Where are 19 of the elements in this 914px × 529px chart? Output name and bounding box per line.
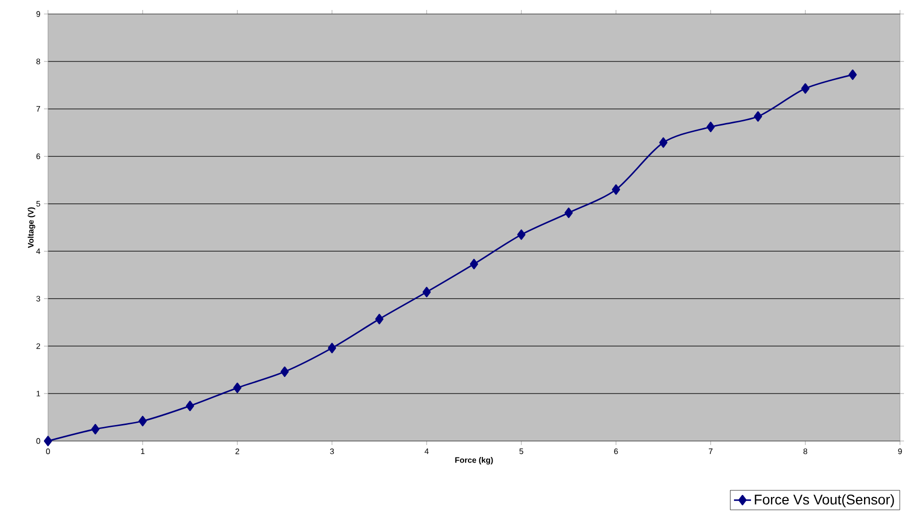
point (280, 366, 289, 377)
point (659, 137, 668, 148)
point (470, 258, 478, 270)
point (44, 436, 52, 446)
point (186, 400, 194, 412)
point (375, 314, 384, 324)
legend-label: Force Vs Vout(Sensor) (754, 494, 894, 508)
point (801, 83, 810, 94)
point (612, 184, 620, 195)
point (233, 382, 242, 394)
point (706, 122, 715, 132)
point (564, 208, 573, 218)
point (517, 229, 526, 240)
point (91, 424, 100, 434)
point (328, 342, 336, 354)
point (848, 70, 857, 80)
point (138, 416, 147, 426)
point (422, 286, 431, 298)
point (754, 111, 762, 122)
